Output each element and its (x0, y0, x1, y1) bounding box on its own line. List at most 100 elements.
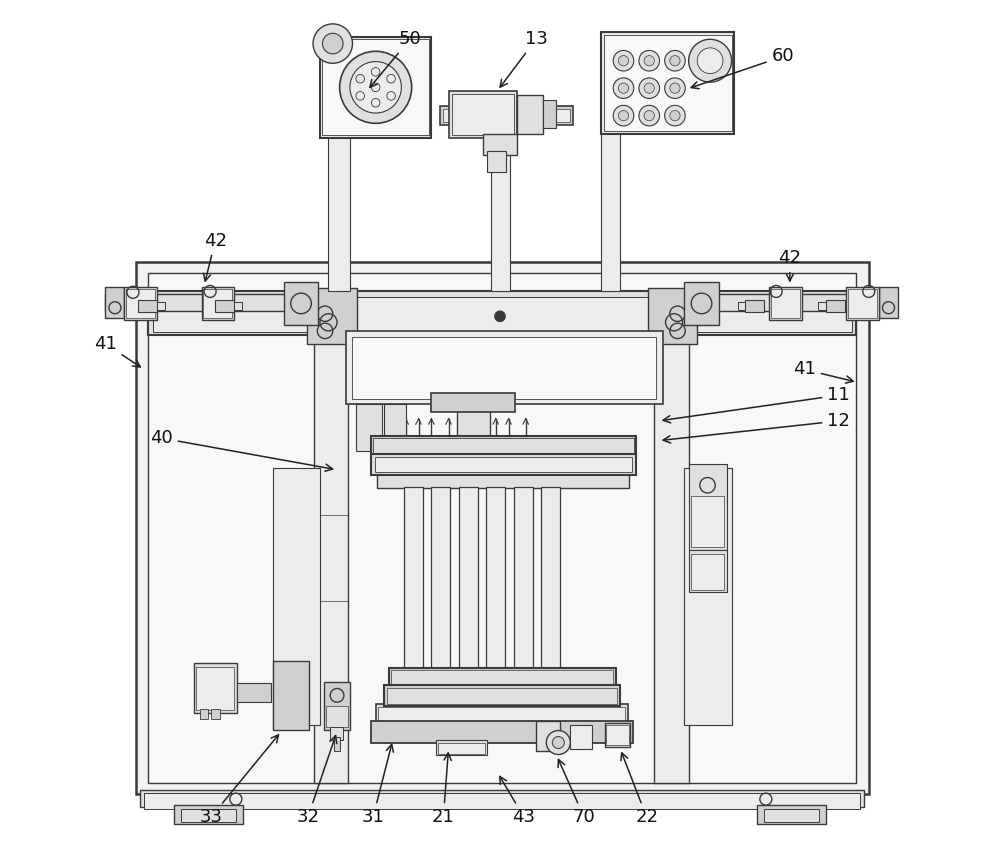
Bar (181, 809, 236, 822)
Bar (691, 496, 724, 547)
Bar (452, 94, 514, 136)
Bar (689, 464, 727, 550)
Bar (687, 294, 897, 311)
Bar (606, 725, 629, 745)
Bar (404, 487, 423, 670)
Bar (764, 809, 819, 822)
Circle shape (618, 83, 629, 94)
Bar (196, 667, 234, 710)
Circle shape (322, 34, 343, 54)
Bar (826, 300, 845, 312)
Bar (491, 119, 510, 290)
Circle shape (644, 111, 654, 121)
Bar (157, 302, 165, 310)
Text: 40: 40 (150, 430, 333, 472)
Circle shape (340, 52, 412, 124)
Circle shape (644, 83, 654, 94)
Bar (541, 487, 560, 670)
Text: 41: 41 (94, 335, 140, 367)
Bar (745, 300, 764, 312)
Bar (769, 287, 802, 320)
Bar (387, 689, 617, 704)
Bar (371, 436, 636, 455)
Circle shape (644, 56, 654, 66)
Text: 32: 32 (296, 735, 337, 826)
Bar (211, 709, 220, 719)
Bar (148, 290, 856, 335)
Bar (215, 300, 234, 312)
Bar (376, 704, 628, 722)
Circle shape (552, 736, 564, 748)
Bar (377, 472, 629, 488)
Text: 21: 21 (432, 753, 455, 826)
Bar (273, 661, 309, 729)
Bar (601, 119, 620, 290)
Circle shape (618, 56, 629, 66)
Circle shape (313, 24, 352, 64)
Bar (536, 721, 560, 751)
Bar (431, 487, 450, 670)
Bar (879, 287, 898, 318)
Bar (848, 289, 877, 318)
Bar (384, 685, 620, 705)
Circle shape (665, 106, 685, 126)
Bar (334, 737, 340, 751)
Bar (314, 320, 348, 783)
Text: 43: 43 (500, 777, 536, 826)
Bar (605, 722, 630, 746)
Circle shape (665, 78, 685, 99)
Text: 12: 12 (663, 412, 850, 443)
Bar (375, 457, 632, 472)
Circle shape (639, 78, 660, 99)
Circle shape (613, 106, 634, 126)
Bar (326, 705, 348, 727)
Bar (461, 458, 487, 468)
Bar (352, 337, 656, 399)
Bar (273, 468, 320, 725)
Bar (136, 262, 869, 794)
Bar (689, 550, 727, 593)
Bar (684, 468, 732, 725)
Circle shape (639, 51, 660, 71)
Bar (320, 37, 431, 138)
Bar (126, 289, 155, 318)
Bar (771, 289, 800, 318)
Text: 42: 42 (778, 249, 801, 281)
Bar (330, 727, 343, 740)
Bar (654, 320, 689, 783)
Bar (202, 287, 234, 320)
Bar (284, 282, 318, 325)
Circle shape (613, 78, 634, 99)
Bar (684, 282, 719, 325)
Bar (373, 438, 634, 454)
Text: 41: 41 (793, 361, 853, 383)
Bar (483, 134, 517, 155)
Bar (356, 404, 382, 451)
Bar (543, 101, 556, 128)
Bar (346, 331, 663, 404)
Bar (148, 272, 856, 783)
Bar (237, 684, 271, 702)
Bar (144, 793, 860, 808)
Bar (138, 300, 157, 312)
Bar (449, 91, 517, 138)
Circle shape (689, 40, 732, 82)
Text: 70: 70 (558, 759, 595, 826)
Bar (464, 464, 485, 472)
Bar (194, 663, 237, 712)
Circle shape (665, 51, 685, 71)
Bar (431, 393, 515, 412)
Bar (570, 724, 592, 748)
Bar (378, 707, 625, 721)
Circle shape (670, 111, 680, 121)
Text: 50: 50 (370, 30, 421, 88)
Circle shape (670, 56, 680, 66)
Bar (371, 454, 636, 475)
Bar (648, 288, 697, 344)
Bar (153, 297, 852, 332)
Text: 31: 31 (362, 744, 393, 826)
Bar (371, 721, 633, 742)
Bar (322, 40, 429, 136)
Bar (391, 670, 613, 685)
Bar (514, 487, 533, 670)
